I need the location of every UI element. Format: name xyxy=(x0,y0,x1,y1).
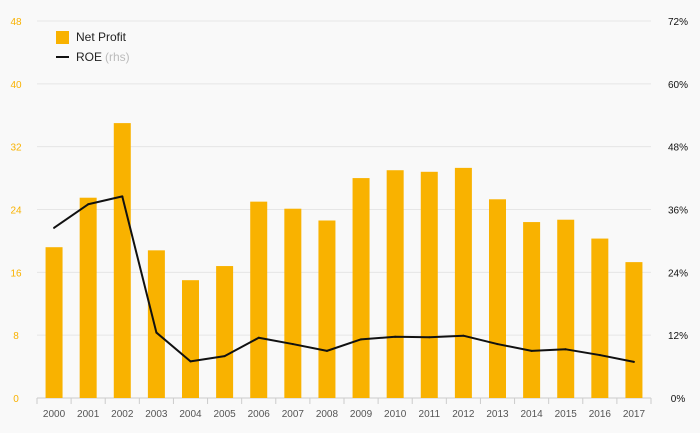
x-tick-label: 2001 xyxy=(77,409,100,420)
x-tick-label: 2011 xyxy=(419,409,441,420)
net-profit-bar[interactable] xyxy=(250,201,268,398)
roe-line-group xyxy=(53,195,635,363)
roe-line xyxy=(53,195,635,363)
net-profit-bar[interactable] xyxy=(454,167,472,398)
x-tick-label: 2008 xyxy=(316,409,339,420)
net-profit-bar[interactable] xyxy=(557,219,575,398)
legend-label-rhs: (rhs) xyxy=(105,50,130,64)
x-tick-label: 2006 xyxy=(248,409,271,420)
roe-point[interactable] xyxy=(291,343,294,346)
right-tick-label: 0% xyxy=(671,394,686,405)
x-tick-label: 2007 xyxy=(282,409,305,420)
roe-point[interactable] xyxy=(325,349,328,352)
roe-point[interactable] xyxy=(155,331,158,334)
gridlines xyxy=(37,20,651,336)
net-profit-bar[interactable] xyxy=(523,222,541,398)
net-profit-bars xyxy=(45,123,643,399)
roe-point[interactable] xyxy=(53,226,56,229)
legend-item-net-profit[interactable]: Net Profit xyxy=(56,27,130,47)
x-tick-label: 2003 xyxy=(145,409,168,420)
x-tick-label: 2005 xyxy=(213,409,236,420)
net-profit-swatch xyxy=(56,30,69,44)
x-axis: 2000 2001 2002 2003 2004 2005 2006 2007 2008 2009… xyxy=(36,397,652,420)
net-profit-bar[interactable] xyxy=(352,178,370,398)
net-profit-bar[interactable] xyxy=(591,238,609,398)
right-tick-label: 12% xyxy=(668,331,688,342)
left-tick-label: 24 xyxy=(10,206,22,217)
roe-point[interactable] xyxy=(257,336,260,339)
net-profit-bar[interactable] xyxy=(182,280,199,398)
net-profit-bar[interactable] xyxy=(420,171,438,398)
roe-point[interactable] xyxy=(462,334,465,337)
x-tick-label: 2002 xyxy=(111,409,134,420)
x-tick-label: 2015 xyxy=(555,409,578,420)
left-tick-label: 0 xyxy=(13,394,19,405)
right-tick-label: 36% xyxy=(668,206,688,217)
right-axis: 0% 12% 24% 36% 48% 60% 72% xyxy=(668,17,688,405)
net-profit-bar[interactable] xyxy=(113,123,131,399)
x-tick-label: 2014 xyxy=(520,409,543,420)
roe-point[interactable] xyxy=(496,343,499,346)
net-profit-bar[interactable] xyxy=(216,266,234,398)
roe-point[interactable] xyxy=(598,354,601,357)
left-tick-label: 32 xyxy=(10,143,22,154)
net-profit-bar[interactable] xyxy=(284,208,302,398)
roe-point[interactable] xyxy=(360,338,363,341)
net-profit-bar[interactable] xyxy=(625,262,643,398)
legend: Net Profit ROE (rhs) xyxy=(56,27,130,67)
left-axis: 0 8 16 24 32 40 48 xyxy=(10,17,22,405)
right-tick-label: 48% xyxy=(668,143,688,154)
x-tick-label: 2013 xyxy=(486,409,509,420)
roe-point[interactable] xyxy=(223,355,226,358)
roe-point[interactable] xyxy=(121,195,124,198)
net-profit-bar[interactable] xyxy=(147,250,165,398)
roe-point[interactable] xyxy=(632,360,635,363)
left-tick-label: 40 xyxy=(10,80,22,91)
legend-label-net-profit: Net Profit xyxy=(76,30,127,44)
left-tick-label: 8 xyxy=(13,331,19,342)
x-tick-label: 2016 xyxy=(589,409,612,420)
right-tick-label: 24% xyxy=(668,268,688,279)
x-tick-label: 2012 xyxy=(452,409,475,420)
net-profit-bar[interactable] xyxy=(318,220,336,398)
roe-swatch xyxy=(56,56,69,58)
right-tick-label: 60% xyxy=(668,80,688,91)
net-profit-bar[interactable] xyxy=(489,199,506,398)
net-profit-bar[interactable] xyxy=(386,170,404,398)
roe-point[interactable] xyxy=(530,349,533,352)
roe-point[interactable] xyxy=(564,348,567,351)
x-tick-label: 2009 xyxy=(350,409,373,420)
x-tick-label: 2017 xyxy=(623,409,646,420)
legend-item-roe[interactable]: ROE (rhs) xyxy=(56,47,130,67)
x-tick-label: 2010 xyxy=(384,409,407,420)
legend-label-roe: ROE xyxy=(76,50,103,64)
x-tick-label: 2004 xyxy=(179,409,202,420)
net-profit-bar[interactable] xyxy=(79,197,97,398)
roe-point[interactable] xyxy=(189,360,192,363)
right-tick-label: 72% xyxy=(668,17,688,28)
roe-point[interactable] xyxy=(87,203,90,206)
roe-point[interactable] xyxy=(428,336,431,339)
left-tick-label: 48 xyxy=(10,17,22,28)
left-tick-label: 16 xyxy=(10,268,22,279)
roe-point[interactable] xyxy=(394,335,397,338)
net-profit-bar[interactable] xyxy=(45,247,63,398)
x-tick-label: 2000 xyxy=(43,409,66,420)
